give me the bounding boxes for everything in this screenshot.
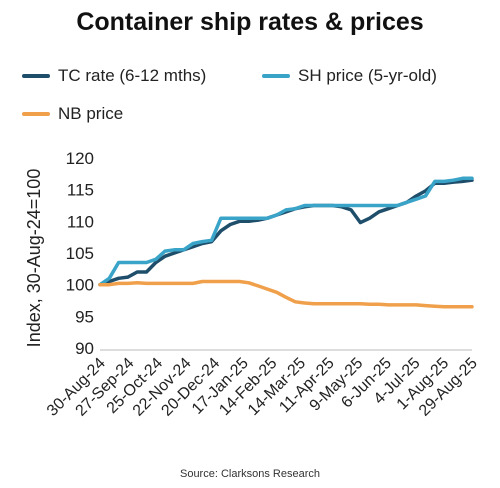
y-tick-label: 120 xyxy=(66,149,94,168)
y-tick-label: 115 xyxy=(67,181,94,200)
legend-item-tc-rate: TC rate (6-12 mths) xyxy=(22,66,206,86)
series-line-0 xyxy=(98,178,474,287)
series-line-1 xyxy=(98,176,474,287)
source-note: Source: Clarksons Research xyxy=(179,468,320,480)
legend-swatch-sh-price xyxy=(262,74,290,78)
legend-item-sh-price: SH price (5-yr-old) xyxy=(262,66,437,86)
y-axis-label: Index, 30-Aug-24=100 xyxy=(24,169,44,348)
y-tick-label: 110 xyxy=(67,212,94,231)
chart-title: Container ship rates & prices xyxy=(76,8,424,36)
y-tick-label: 90 xyxy=(75,339,94,358)
legend-swatch-nb-price xyxy=(22,112,50,116)
y-tick-label: 105 xyxy=(66,244,94,263)
legend-label-tc-rate: TC rate (6-12 mths) xyxy=(58,66,207,85)
legend-label-sh-price: SH price (5-yr-old) xyxy=(298,66,437,85)
y-tick-label: 95 xyxy=(75,307,94,326)
legend-label-nb-price: NB price xyxy=(58,104,124,123)
legend-item-nb-price: NB price xyxy=(22,104,123,124)
series-line-2 xyxy=(98,279,474,309)
legend-swatch-tc-rate xyxy=(22,74,50,78)
y-tick-label: 100 xyxy=(66,276,94,295)
